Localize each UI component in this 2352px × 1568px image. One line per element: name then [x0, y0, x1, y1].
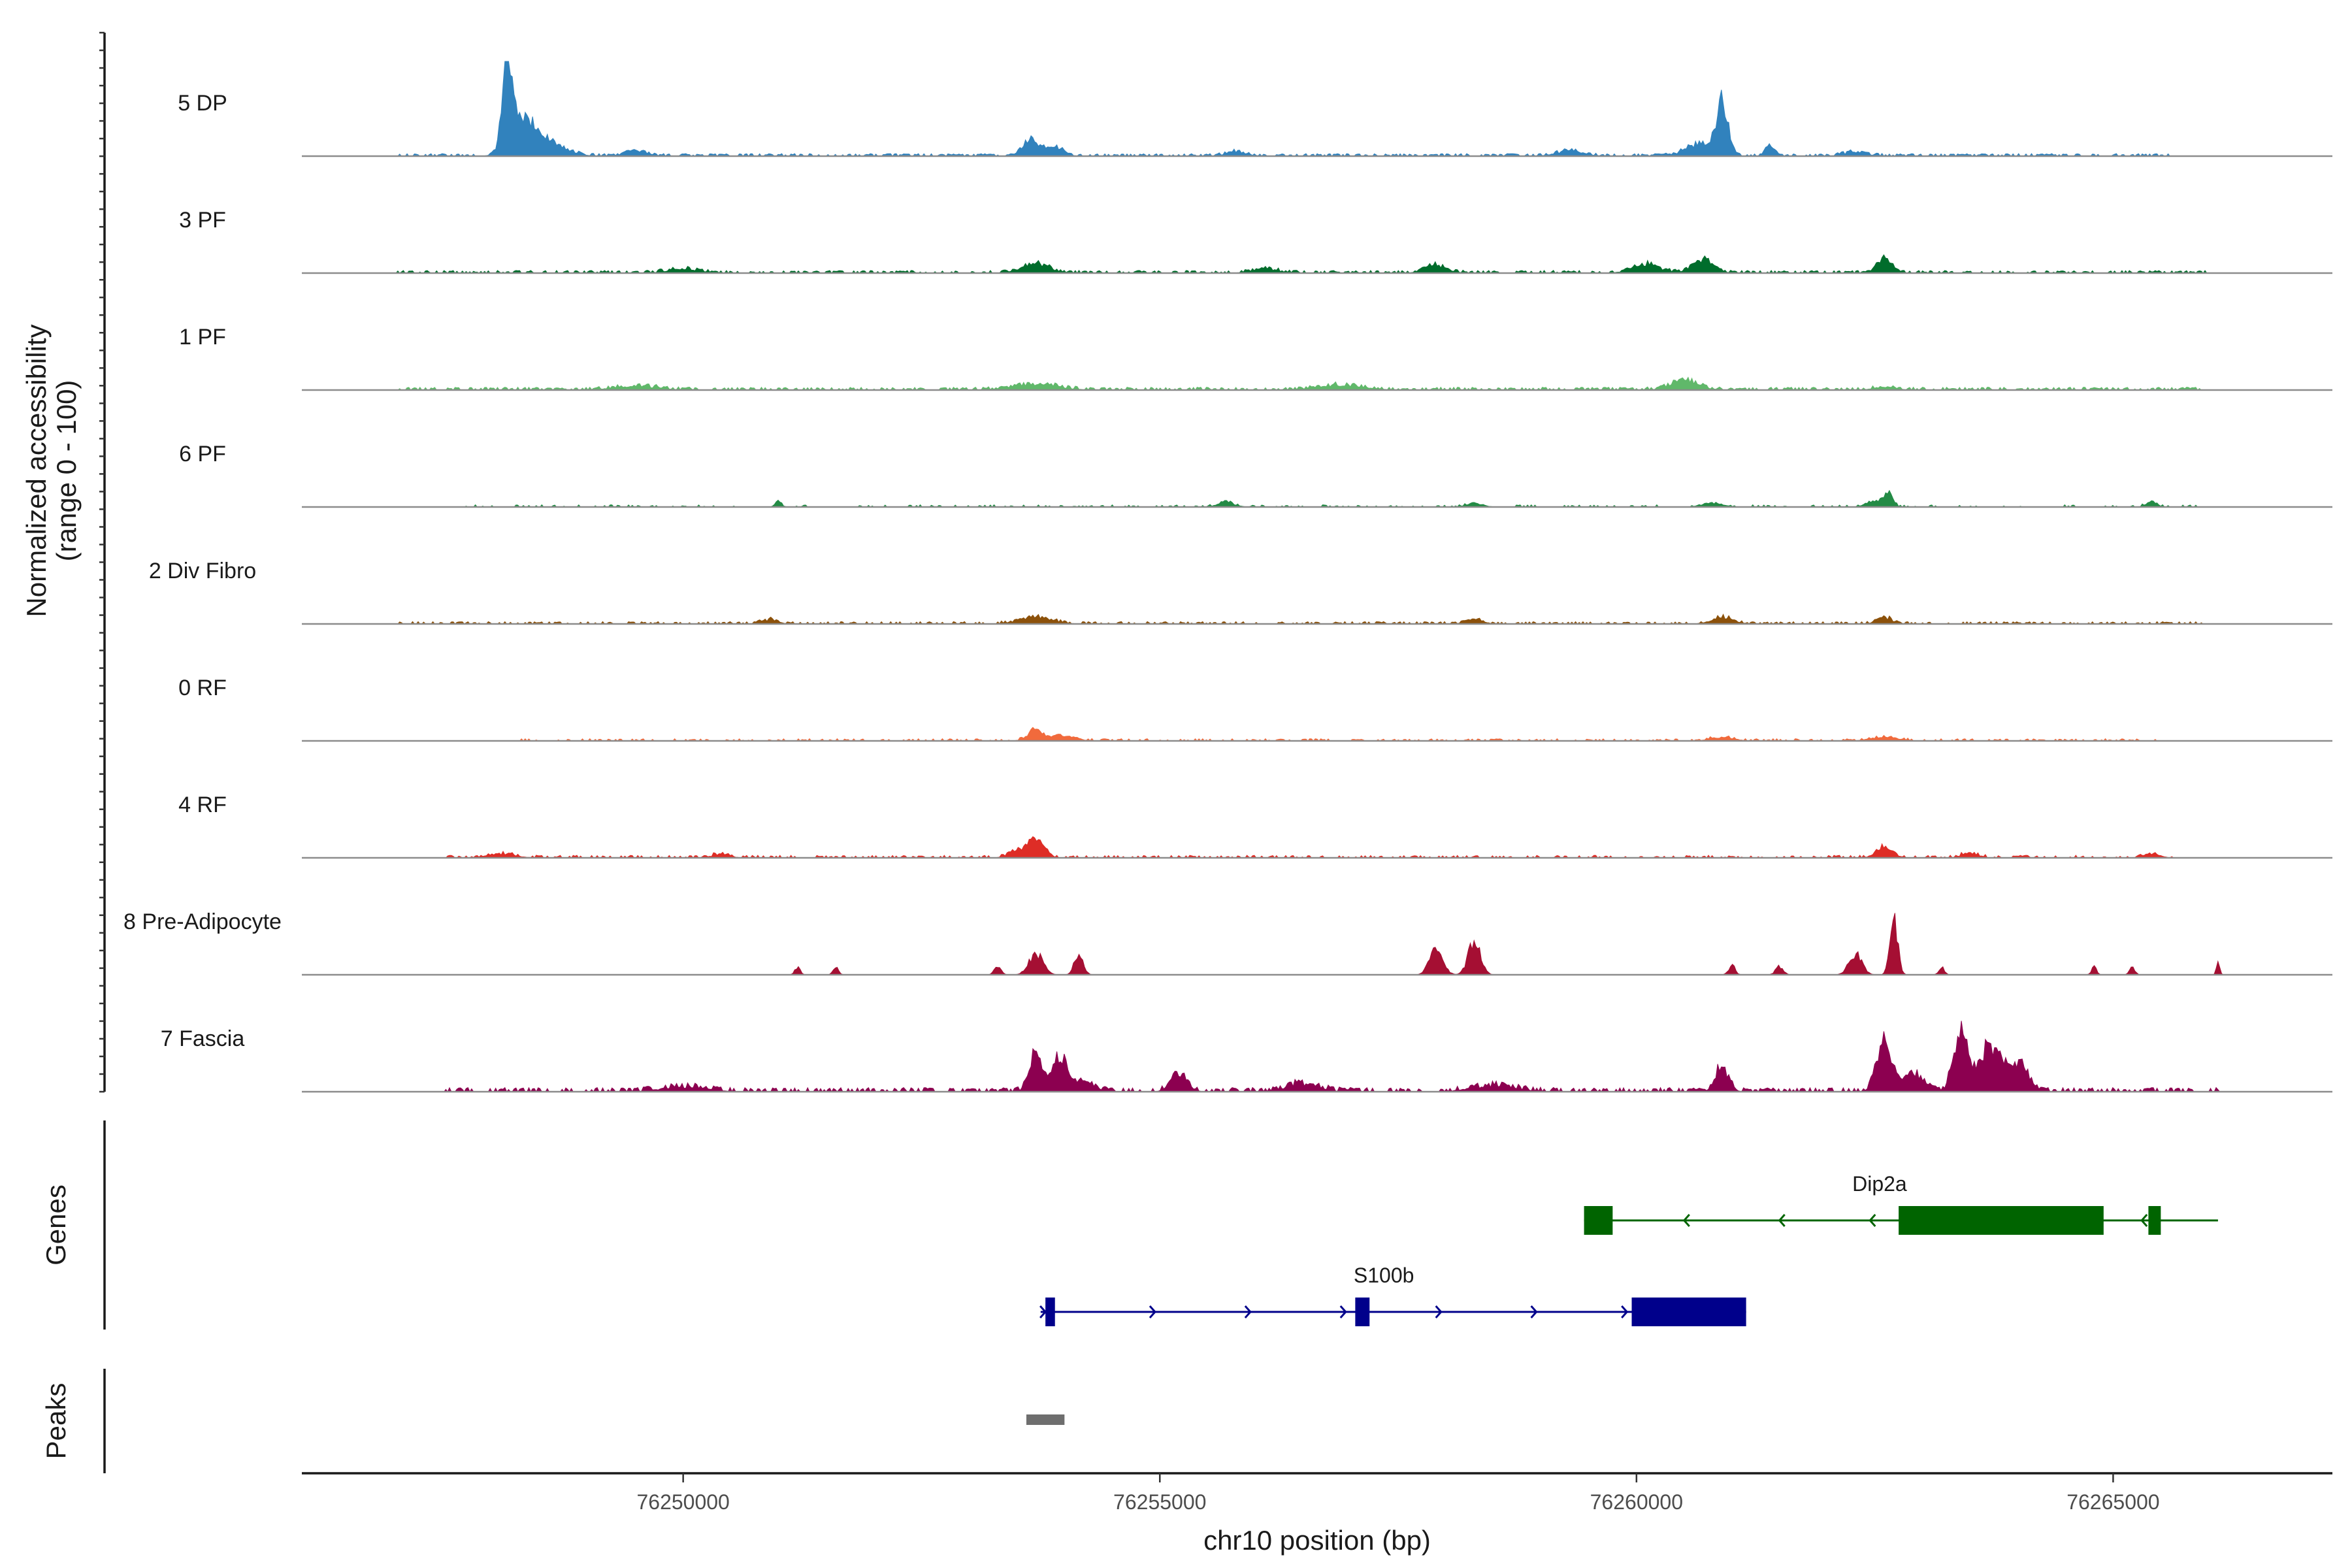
- track-0-rf: 0 RF: [178, 676, 2332, 742]
- track-4-rf: 4 RF: [178, 792, 2332, 859]
- gene-exon: [1045, 1298, 1055, 1326]
- coverage-tracks: 5 DP 3 PF 1 PF 6 PF 2 Div Fibro 0 RF 4 RF 8 Pre…: [123, 61, 2332, 1093]
- coverage-area: [302, 61, 2332, 157]
- gene-dip2a: Dip2a: [1584, 1172, 2218, 1235]
- track-label: 2 Div Fibro: [149, 559, 256, 583]
- track-2-div-fibro: 2 Div Fibro: [149, 559, 2332, 625]
- track-6-pf: 6 PF: [179, 442, 2332, 508]
- peaks-label: Peaks: [41, 1383, 71, 1460]
- coverage-area: [302, 913, 2332, 975]
- strand-arrow: [1244, 1305, 1252, 1318]
- gene-exon: [1584, 1206, 1613, 1235]
- track-8-pre-adipocyte: 8 Pre-Adipocyte: [123, 909, 2332, 976]
- strand-arrow: [1039, 1305, 1047, 1318]
- x-tick-label: 76265000: [2066, 1490, 2159, 1514]
- track-5-dp: 5 DP: [178, 61, 2332, 157]
- track-7-fascia: 7 Fascia: [161, 1021, 2332, 1093]
- y-axis: Normalized accessibility (range 0 - 100): [21, 31, 106, 1093]
- track-1-pf: 1 PF: [179, 325, 2332, 391]
- peak-region: [1026, 1414, 1065, 1425]
- x-tick-label: 76260000: [1590, 1490, 1683, 1514]
- coverage-area: [302, 727, 2332, 742]
- strand-arrow: [1682, 1214, 1690, 1227]
- peaks-label-text: Peaks: [41, 1383, 71, 1460]
- track-3-pf: 3 PF: [179, 208, 2332, 274]
- coverage-area: [302, 254, 2332, 274]
- gene-name-label: Dip2a: [1852, 1172, 1907, 1196]
- gene-exon: [2148, 1206, 2161, 1235]
- track-label: 3 PF: [179, 208, 226, 233]
- y-axis-title-line: (range 0 - 100): [51, 380, 82, 562]
- x-tick-label: 76255000: [1113, 1490, 1206, 1514]
- coverage-area: [302, 613, 2332, 625]
- x-tick-label: 76250000: [636, 1490, 729, 1514]
- track-label: 1 PF: [179, 325, 226, 350]
- track-label: 0 RF: [178, 676, 227, 700]
- genes-label-text: Genes: [41, 1184, 71, 1266]
- x-axis: 76250000 76255000 76260000 76265000 chr10 po…: [302, 1472, 2332, 1556]
- coverage-area: [302, 1021, 2332, 1093]
- gene-exon: [1355, 1298, 1370, 1326]
- track-label: 7 Fascia: [161, 1026, 245, 1051]
- track-label: 5 DP: [178, 91, 227, 116]
- track-label: 6 PF: [179, 442, 226, 466]
- strand-arrow: [1869, 1214, 1876, 1227]
- gene-s100b: S100b: [1039, 1264, 1746, 1326]
- gene-track: Genes Dip2a S100b: [41, 1120, 2218, 1330]
- peak-track: Peaks: [41, 1369, 1065, 1473]
- strand-arrow: [2140, 1214, 2148, 1227]
- coverage-area: [302, 836, 2332, 858]
- strand-arrow: [1339, 1305, 1347, 1318]
- strand-arrow: [1621, 1305, 1629, 1318]
- genes-label: Genes: [41, 1184, 71, 1266]
- gene-name-label: S100b: [1354, 1264, 1414, 1287]
- track-label: 4 RF: [178, 792, 227, 817]
- strand-arrow: [1435, 1305, 1443, 1318]
- strand-arrow: [1530, 1305, 1538, 1318]
- y-axis-title: Normalized accessibility (range 0 - 100): [21, 324, 82, 617]
- track-label: 8 Pre-Adipocyte: [123, 909, 282, 934]
- coverage-area: [302, 376, 2332, 391]
- strand-arrow: [1778, 1214, 1786, 1227]
- y-axis-title-line: Normalized accessibility: [21, 324, 52, 617]
- coverage-area: [302, 489, 2332, 508]
- gene-exon: [1631, 1298, 1746, 1326]
- x-axis-title: chr10 position (bp): [1203, 1525, 1431, 1556]
- gene-exon: [1899, 1206, 2104, 1235]
- strand-arrow: [1149, 1305, 1156, 1318]
